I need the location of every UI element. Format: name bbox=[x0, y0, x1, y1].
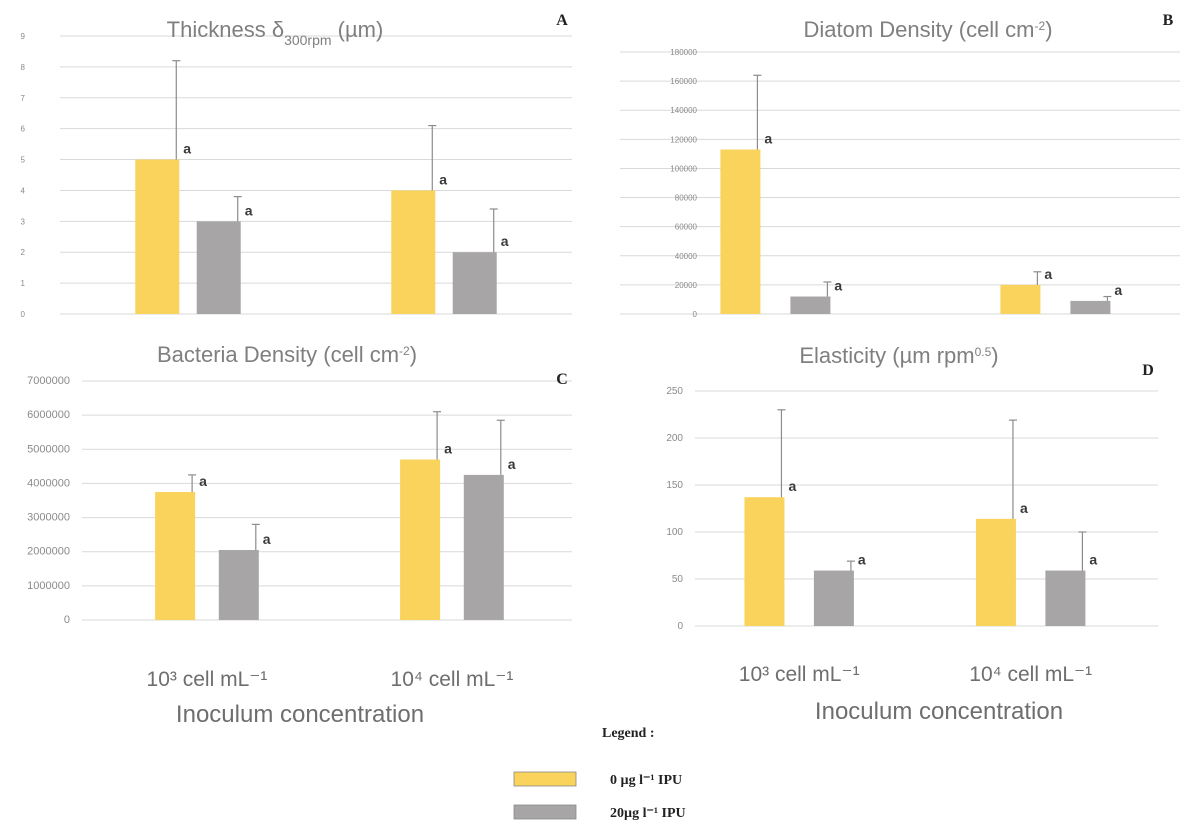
legend: Legend : 0 µg l⁻¹ IPU 20µg l⁻¹ IPU bbox=[513, 726, 686, 821]
y-tick-label: 1 bbox=[21, 279, 26, 288]
y-tick-label: 5000000 bbox=[27, 443, 70, 455]
y-tick-label: 2 bbox=[21, 248, 26, 257]
y-tick-label: 120000 bbox=[670, 135, 697, 144]
significance-label: a bbox=[439, 171, 447, 187]
bar-ipu0-1 bbox=[135, 159, 180, 314]
chart-title: Diatom Density (cell cm-2) bbox=[803, 17, 1052, 42]
y-tick-label: 4 bbox=[21, 186, 26, 195]
significance-label: a bbox=[245, 202, 253, 218]
chart-panel-d: 0 50 100 150 200 250 Elasticity (µm rpm0.5) Da a… bbox=[666, 343, 1158, 725]
bar-ipu0-2 bbox=[975, 518, 1016, 626]
bar-ipu0-2 bbox=[400, 459, 441, 620]
significance-label: a bbox=[1044, 266, 1052, 282]
y-tick-label: 3000000 bbox=[27, 512, 70, 524]
significance-label: a bbox=[764, 131, 772, 147]
y-tick-label: 100000 bbox=[670, 164, 697, 173]
x-category-label: 10³ cell mL⁻¹ bbox=[147, 668, 268, 691]
y-tick-label: 5 bbox=[21, 156, 26, 165]
y-tick-label: 180000 bbox=[670, 48, 697, 57]
bar-ipu0-2 bbox=[1000, 284, 1041, 314]
significance-label: a bbox=[834, 278, 842, 294]
significance-label: a bbox=[1114, 282, 1122, 298]
bar-ipu20-1 bbox=[218, 550, 259, 620]
bar-ipu20-1 bbox=[196, 221, 241, 314]
y-tick-label: 40000 bbox=[675, 252, 698, 261]
significance-label: a bbox=[183, 141, 191, 157]
y-tick-label: 1000000 bbox=[27, 580, 70, 592]
panel-letter: B bbox=[1163, 12, 1174, 29]
y-tick-label: 50 bbox=[672, 574, 684, 585]
significance-label: a bbox=[1089, 552, 1097, 568]
y-tick-label: 60000 bbox=[675, 223, 698, 232]
legend-swatch bbox=[513, 804, 577, 820]
chart-panel-c: 0 1000000 2000000 3000000 4000000 5000000 6000… bbox=[27, 342, 572, 728]
chart-panel-a: 0 1 2 3 4 5 6 7 8 9 Thickness δ300rpm (µm) Aa a a a bbox=[21, 12, 572, 319]
y-tick-label: 20000 bbox=[675, 281, 698, 290]
chart-panel-b: 0 20000 40000 60000 80000 100000 120000 140000 1… bbox=[620, 12, 1180, 319]
y-tick-label: 6000000 bbox=[27, 409, 70, 421]
bar-ipu20-2 bbox=[1045, 570, 1086, 626]
y-tick-label: 7 bbox=[21, 94, 26, 103]
significance-label: a bbox=[444, 441, 452, 457]
y-tick-label: 150 bbox=[666, 480, 683, 491]
panel-letter: C bbox=[556, 371, 568, 388]
x-category-label: 10³ cell mL⁻¹ bbox=[739, 663, 860, 686]
x-category-label: 10⁴ cell mL⁻¹ bbox=[969, 663, 1092, 686]
y-tick-label: 100 bbox=[666, 527, 683, 538]
y-tick-label: 140000 bbox=[670, 106, 697, 115]
legend-swatch bbox=[513, 771, 577, 787]
chart-title: Thickness δ300rpm (µm) bbox=[167, 17, 384, 48]
x-category-label: 10⁴ cell mL⁻¹ bbox=[391, 668, 514, 691]
y-tick-label: 0 bbox=[677, 621, 683, 632]
significance-label: a bbox=[858, 552, 866, 568]
x-axis-title: Inoculum concentration bbox=[176, 701, 424, 728]
bar-ipu20-1 bbox=[790, 296, 831, 314]
y-tick-label: 200 bbox=[666, 433, 683, 444]
legend-label: 0 µg l⁻¹ IPU bbox=[610, 773, 682, 788]
bar-ipu0-1 bbox=[155, 491, 196, 620]
panel-letter: D bbox=[1142, 362, 1154, 379]
bar-ipu20-2 bbox=[463, 474, 504, 620]
bar-ipu20-2 bbox=[1070, 300, 1111, 314]
y-tick-label: 7000000 bbox=[27, 375, 70, 387]
panel-letter: A bbox=[556, 12, 568, 29]
significance-label: a bbox=[788, 478, 796, 494]
y-tick-label: 0 bbox=[693, 310, 698, 319]
y-tick-label: 8 bbox=[21, 63, 26, 72]
legend-label: 20µg l⁻¹ IPU bbox=[610, 806, 686, 821]
bar-ipu0-1 bbox=[720, 149, 761, 314]
y-tick-label: 80000 bbox=[675, 194, 698, 203]
significance-label: a bbox=[199, 473, 207, 489]
y-tick-label: 0 bbox=[21, 310, 26, 319]
y-tick-label: 160000 bbox=[670, 77, 697, 86]
y-tick-label: 6 bbox=[21, 125, 26, 134]
bar-ipu20-2 bbox=[452, 252, 497, 314]
significance-label: a bbox=[508, 456, 516, 472]
significance-label: a bbox=[263, 531, 271, 547]
significance-label: a bbox=[501, 233, 509, 249]
y-tick-label: 2000000 bbox=[27, 546, 70, 558]
y-tick-label: 3 bbox=[21, 217, 26, 226]
x-axis-title: Inoculum concentration bbox=[815, 698, 1063, 725]
y-tick-label: 9 bbox=[21, 32, 26, 41]
chart-title: Elasticity (µm rpm0.5) bbox=[799, 343, 998, 368]
y-tick-label: 250 bbox=[666, 386, 683, 397]
bar-ipu0-2 bbox=[391, 190, 436, 314]
chart-title: Bacteria Density (cell cm-2) bbox=[157, 342, 417, 367]
bar-ipu0-1 bbox=[744, 497, 785, 626]
bar-ipu20-1 bbox=[813, 570, 854, 626]
y-tick-label: 0 bbox=[64, 614, 70, 626]
significance-label: a bbox=[1020, 500, 1028, 516]
legend-title: Legend : bbox=[602, 726, 655, 741]
y-tick-label: 4000000 bbox=[27, 477, 70, 489]
